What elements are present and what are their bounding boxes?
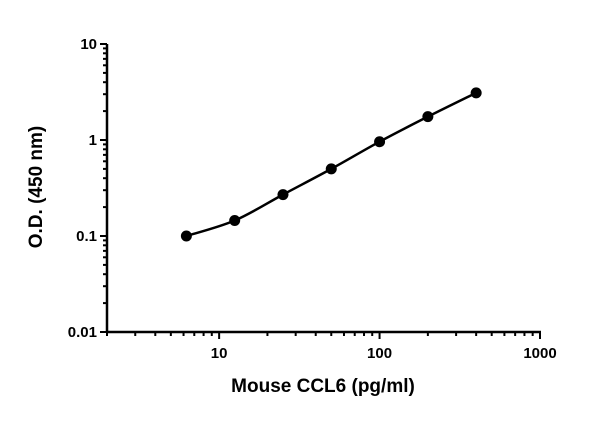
data-point [422, 111, 434, 123]
data-marks [180, 87, 482, 242]
data-point [374, 136, 386, 148]
y-tick-label: 10 [80, 36, 97, 53]
data-point [180, 230, 192, 242]
y-axis-label: O.D. (450 nm) [26, 126, 47, 248]
data-point [277, 189, 289, 201]
data-point [325, 163, 337, 175]
x-axis-label: Mouse CCL6 (pg/ml) [231, 376, 415, 397]
y-tick-label: 1 [89, 132, 97, 149]
x-tick-label: 100 [367, 345, 392, 362]
y-tick-label: 0.01 [68, 324, 97, 341]
data-point [229, 215, 241, 227]
x-tick-label: 10 [211, 345, 228, 362]
y-tick-label: 0.1 [76, 228, 97, 245]
x-tick-label: 1000 [523, 345, 556, 362]
tick-labels: 10 100 1000 0.01 0.1 1 10 [68, 36, 557, 362]
axes [100, 43, 541, 339]
data-point [470, 87, 482, 99]
